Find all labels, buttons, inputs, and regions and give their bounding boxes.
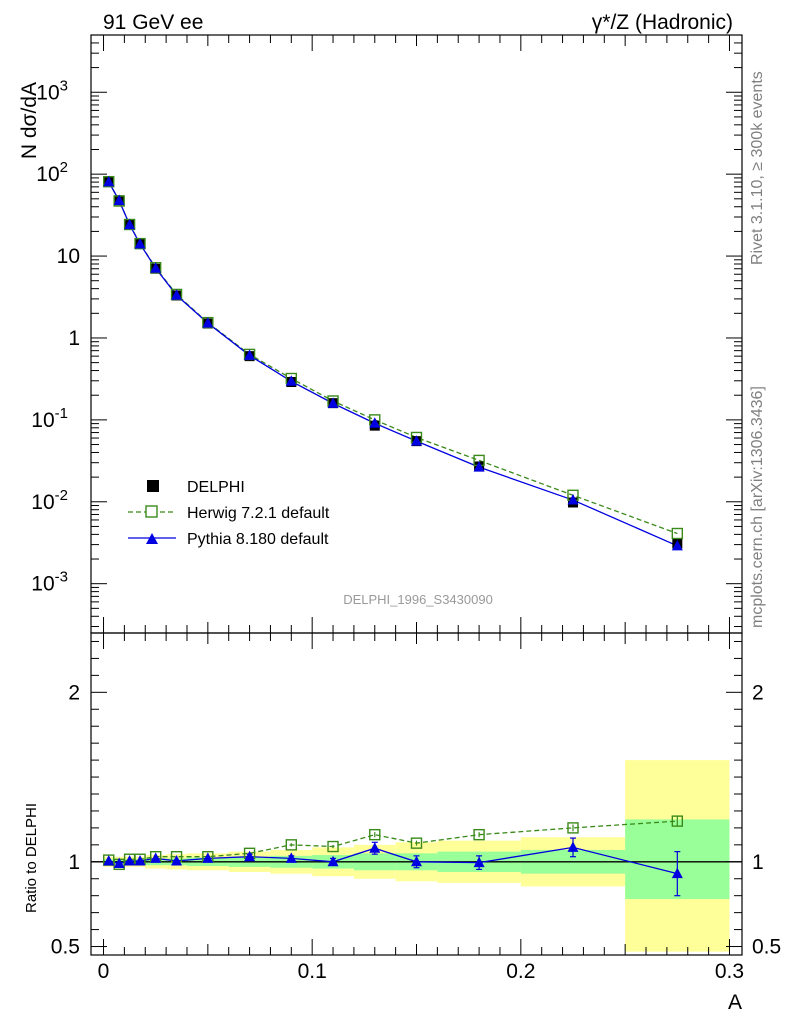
pythia-ratio-point bbox=[411, 855, 422, 867]
legend-herwig-marker bbox=[145, 505, 158, 518]
main-y-axis-ticks: 10-3 10-2 10-1 1 10 102 103 bbox=[31, 34, 742, 633]
pythia-ratio-point bbox=[124, 854, 136, 866]
herwig-ratio-point bbox=[567, 822, 579, 834]
ratio-y-tick-label-right: 1 bbox=[752, 851, 764, 874]
pythia-point bbox=[369, 417, 381, 428]
pythia-ratio-point bbox=[369, 842, 381, 853]
pythia-point bbox=[124, 218, 136, 230]
pythia-ratio-point bbox=[285, 852, 297, 863]
ratio-y-tick-label: 0.5 bbox=[51, 936, 80, 959]
x-tick-label: 0.2 bbox=[506, 960, 535, 983]
y-tick-label: 10-3 bbox=[31, 569, 68, 596]
pythia-point bbox=[567, 494, 579, 505]
mcplots-label: mcplots.cern.ch [arXiv:1306.3436] bbox=[749, 386, 766, 628]
pythia-point bbox=[411, 435, 422, 446]
y-tick-label: 10-2 bbox=[31, 487, 68, 514]
analysis-id-label: DELPHI_1996_S3430090 bbox=[343, 592, 493, 607]
legend: DELPHI Herwig 7.2.1 default Pythia 8.180… bbox=[128, 479, 330, 548]
legend-delphi-label: DELPHI bbox=[187, 479, 245, 496]
pythia-point bbox=[473, 461, 485, 472]
herwig-ratio-point bbox=[285, 839, 298, 851]
herwig-ratio-point bbox=[410, 837, 423, 849]
pythia-point bbox=[671, 539, 683, 551]
pythia-ratio-point bbox=[134, 854, 146, 866]
ratio-series-layer bbox=[103, 815, 684, 897]
ratio-y-tick-label-right: 2 bbox=[752, 681, 764, 704]
herwig-ratio-point bbox=[327, 840, 339, 853]
main-y-axis-label: N dσ/dA bbox=[18, 82, 41, 159]
y-tick-label: 1 bbox=[68, 327, 80, 350]
herwig-ratio-point bbox=[671, 815, 684, 827]
header-right-label: γ*/Z (Hadronic) bbox=[592, 11, 733, 34]
ratio-y-tick-label: 1 bbox=[68, 851, 80, 874]
x-tick-label: 0 bbox=[98, 960, 110, 983]
pythia-point bbox=[171, 289, 183, 300]
legend-delphi-marker bbox=[147, 480, 159, 492]
pythia-ratio-point bbox=[202, 852, 214, 863]
pythia-point bbox=[202, 317, 214, 328]
y-tick-label: 102 bbox=[36, 159, 68, 186]
pythia-ratio-point bbox=[244, 850, 256, 862]
main-series-layer bbox=[103, 175, 684, 551]
ratio-y-axis-label: Ratio to DELPHI bbox=[23, 803, 40, 913]
pythia-ratio-point bbox=[150, 852, 162, 863]
pythia-ratio-point bbox=[103, 854, 115, 866]
legend-pythia-marker bbox=[146, 533, 158, 544]
pythia-point bbox=[113, 194, 125, 206]
pythia-point bbox=[150, 262, 162, 273]
rivet-version-label: Rivet 3.1.10, ≥ 300k events bbox=[749, 71, 766, 265]
header-left-label: 91 GeV ee bbox=[103, 11, 203, 34]
pythia-point bbox=[134, 237, 146, 249]
y-tick-label: 103 bbox=[36, 77, 68, 104]
herwig-point bbox=[671, 527, 684, 540]
y-tick-label: 10 bbox=[57, 245, 80, 268]
pythia-ratio-point bbox=[171, 854, 183, 866]
herwig-ratio-point bbox=[369, 828, 381, 841]
pythia-point bbox=[103, 175, 115, 187]
legend-pythia-label: Pythia 8.180 default bbox=[187, 531, 329, 548]
y-tick-label: 10-1 bbox=[31, 405, 68, 432]
pythia-ratio-point bbox=[473, 856, 485, 868]
herwig-ratio-line bbox=[108, 820, 678, 866]
legend-herwig-label: Herwig 7.2.1 default bbox=[187, 505, 330, 522]
herwig-ratio-point bbox=[473, 828, 485, 841]
x-tick-label: 0.3 bbox=[715, 960, 744, 983]
ratio-y-tick-label: 2 bbox=[68, 681, 80, 704]
pythia-point bbox=[244, 349, 256, 360]
pythia-point bbox=[285, 375, 297, 386]
x-axis-label: A bbox=[728, 991, 742, 1014]
pythia-ratio-point bbox=[113, 857, 125, 868]
x-tick-label: 0.1 bbox=[298, 960, 327, 983]
pythia-ratio-point bbox=[567, 841, 579, 852]
pythia-ratio-point bbox=[327, 855, 339, 867]
ratio-axis-ticks: 0.5 0.5 1 1 2 2 0 0.1 0.2 0.3 bbox=[51, 633, 781, 983]
pythia-point bbox=[327, 397, 339, 408]
ratio-y-tick-label-right: 0.5 bbox=[752, 936, 781, 959]
pythia-ratio-point bbox=[671, 867, 683, 879]
